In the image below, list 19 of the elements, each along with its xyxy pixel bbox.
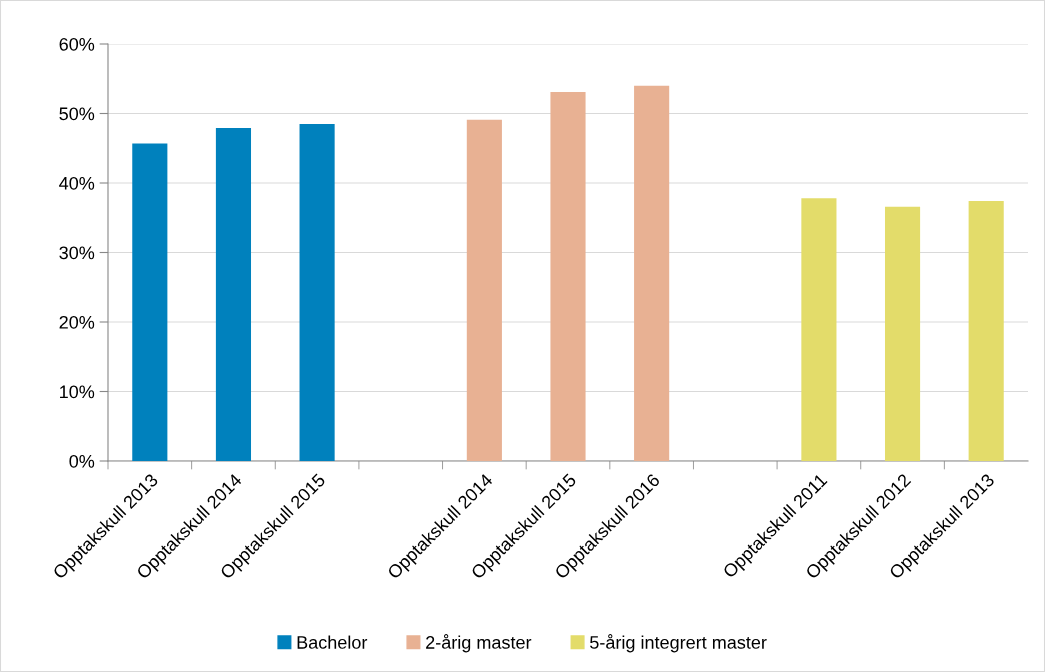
- bar: [634, 85, 670, 461]
- bar: [466, 119, 502, 461]
- y-tick-label: 60%: [59, 37, 95, 51]
- y-tick-label: 40%: [59, 176, 95, 190]
- legend-label: Bachelor: [297, 635, 368, 649]
- legend-label: 2-årig master: [426, 634, 532, 653]
- y-tick-label: 10%: [60, 385, 95, 399]
- bar: [801, 198, 837, 461]
- y-tick-label: 0%: [69, 454, 95, 468]
- y-tick-label: 20%: [59, 315, 95, 329]
- bar: [550, 91, 586, 461]
- bar: [884, 206, 921, 461]
- y-tick-label: 30%: [59, 246, 95, 260]
- y-tick-label: 50%: [59, 107, 95, 121]
- legend-label: 5-årig integrert master: [590, 634, 767, 653]
- bar: [215, 128, 252, 461]
- bar: [968, 201, 1004, 461]
- bar: [132, 143, 168, 461]
- bar: [299, 123, 335, 461]
